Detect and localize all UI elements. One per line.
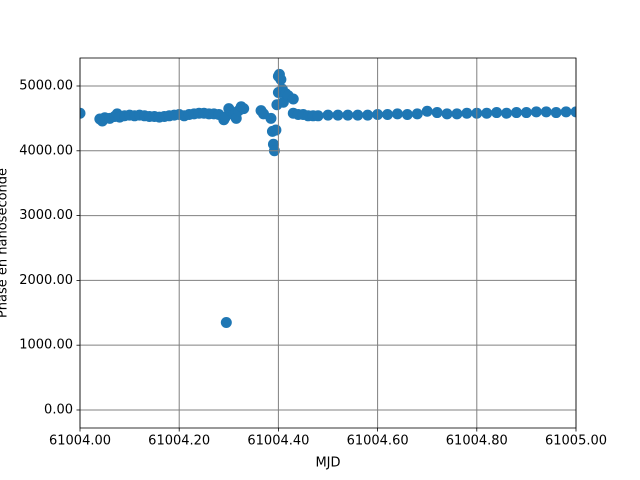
point bbox=[312, 110, 324, 122]
plot-frame bbox=[79, 57, 577, 429]
x-tick-label: 61004.40 bbox=[247, 434, 309, 449]
point bbox=[421, 105, 433, 117]
point bbox=[275, 74, 287, 86]
y-tick-label: 0.00 bbox=[44, 402, 73, 417]
point bbox=[401, 109, 413, 121]
y-axis-label: Phase en nanoseconde bbox=[0, 168, 11, 318]
point bbox=[540, 106, 552, 118]
point bbox=[238, 103, 250, 115]
point bbox=[530, 106, 542, 118]
axes: 61004.00 61004.20 61004.40 61004.60 61004.80… bbox=[19, 58, 607, 449]
x-tick-label: 61004.60 bbox=[347, 434, 409, 449]
point bbox=[270, 124, 282, 136]
x-tick-label: 61004.20 bbox=[148, 434, 210, 449]
point bbox=[80, 107, 86, 119]
point bbox=[570, 106, 576, 118]
point bbox=[220, 317, 232, 329]
point bbox=[362, 109, 374, 121]
y-tick-label: 3000.00 bbox=[19, 208, 73, 223]
point bbox=[411, 108, 423, 120]
point bbox=[481, 107, 493, 119]
point bbox=[332, 109, 344, 121]
x-tick-label: 61005.00 bbox=[545, 434, 607, 449]
point bbox=[352, 109, 364, 121]
point bbox=[265, 112, 277, 124]
point bbox=[382, 109, 394, 121]
point bbox=[520, 107, 532, 119]
point bbox=[491, 107, 503, 119]
point bbox=[451, 108, 463, 120]
x-axis-label: MJD bbox=[315, 456, 340, 471]
y-tick-label: 1000.00 bbox=[19, 338, 73, 353]
y-tick-label: 2000.00 bbox=[19, 273, 73, 288]
point bbox=[391, 108, 403, 120]
point bbox=[510, 107, 522, 119]
y-tick-label: 5000.00 bbox=[19, 78, 73, 93]
y-tick-label: 4000.00 bbox=[19, 143, 73, 158]
point bbox=[342, 109, 354, 121]
point bbox=[441, 108, 453, 120]
point bbox=[287, 93, 299, 105]
x-tick-label: 61004.00 bbox=[49, 434, 111, 449]
point bbox=[560, 106, 572, 118]
point bbox=[501, 107, 513, 119]
points bbox=[80, 68, 576, 329]
point bbox=[431, 107, 443, 119]
point bbox=[550, 107, 562, 119]
point bbox=[322, 109, 334, 121]
point bbox=[461, 107, 473, 119]
x-tick-label: 61004.80 bbox=[446, 434, 508, 449]
